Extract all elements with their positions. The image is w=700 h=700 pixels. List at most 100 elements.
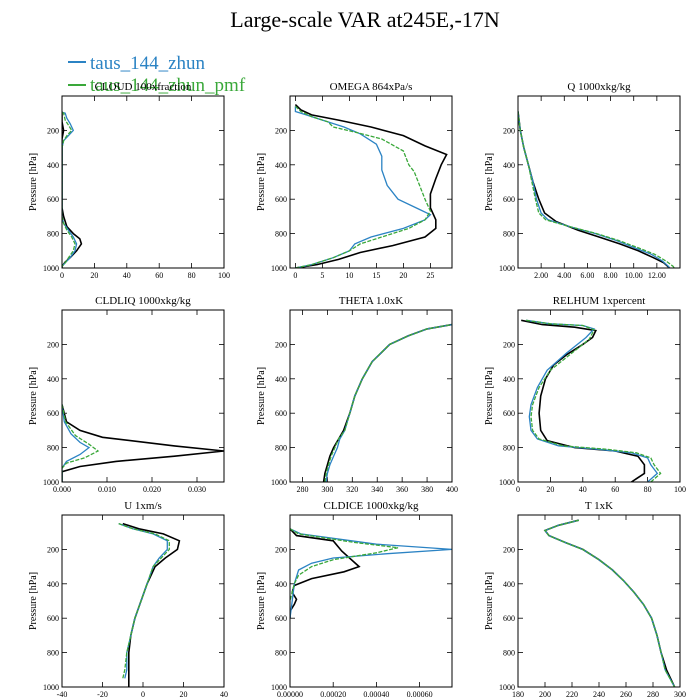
x-tick-label: 220 [566,690,578,699]
panel-title: CLOUD 100xfraction [95,81,192,93]
y-axis-label: Pressure [hPa] [484,153,495,211]
x-tick-label: 0.010 [98,485,116,494]
x-tick-label: 340 [371,485,383,494]
series-line-2 [118,522,170,679]
y-tick-label: 800 [47,230,59,239]
y-tick-label: 600 [275,195,287,204]
legend-label-2: taus_144_zhun_pmf [90,75,246,96]
x-tick-label: 8.00 [604,271,618,280]
panel-4: CLDLIQ 1000xkg/kg Pressure [hPa] 200 400 600… [28,295,225,494]
y-axis-label: Pressure [hPa] [484,572,495,630]
x-tick-label: 2.00 [534,271,548,280]
x-tick-label: 400 [446,485,458,494]
y-axis-label: Pressure [hPa] [256,367,267,425]
plot-frame [61,309,225,483]
x-tick-label: 0.00000 [277,690,303,699]
series-line-2 [290,528,399,602]
x-tick-label: 4.00 [557,271,571,280]
panel-title: CLDLIQ 1000xkg/kg [95,295,191,307]
x-tick-label: 10.00 [625,271,643,280]
y-tick-label: 200 [275,340,287,349]
y-tick-label: 400 [275,375,287,384]
x-tick-label: 40 [579,485,587,494]
y-tick-label: 800 [47,649,59,658]
y-tick-label: 200 [275,545,287,554]
y-tick-label: 1000 [271,264,287,273]
x-tick-label: 0 [293,271,297,280]
y-axis-label: Pressure [hPa] [28,153,39,211]
x-tick-label: 300 [674,690,686,699]
x-tick-label: 60 [611,485,619,494]
series-line-3 [543,519,676,687]
x-tick-label: 260 [620,690,632,699]
series-line-3 [62,404,224,482]
y-tick-label: 400 [503,375,515,384]
y-axis-label: Pressure [hPa] [28,367,39,425]
series-line-3 [521,319,646,482]
x-tick-label: -40 [57,690,68,699]
y-tick-label: 800 [503,230,515,239]
series-line-2 [62,111,76,268]
y-tick-label: 400 [503,580,515,589]
y-axis-label: Pressure [hPa] [28,572,39,630]
y-tick-label: 1000 [271,478,287,487]
series-line-3 [322,323,452,482]
legend-label-1: taus_144_zhun [90,53,206,74]
y-tick-label: 400 [275,161,287,170]
y-axis-label: Pressure [hPa] [256,572,267,630]
y-tick-label: 200 [47,126,59,135]
series-line-2 [62,404,100,482]
y-tick-label: 200 [47,340,59,349]
panel-title: U 1xm/s [124,500,162,512]
x-tick-label: 20 [546,485,554,494]
y-tick-label: 1000 [43,683,59,692]
series-line-2 [526,319,662,482]
series-line-3 [294,104,448,268]
y-tick-label: 600 [275,409,287,418]
plot-frame [61,95,225,269]
x-tick-label: 60 [155,271,163,280]
y-tick-label: 800 [275,444,287,453]
x-tick-label: 10 [345,271,353,280]
x-tick-label: 80 [188,271,196,280]
panel-8: CLDICE 1000xkg/kg Pressure [hPa] 200 400 600… [256,500,453,699]
y-tick-label: 200 [275,126,287,135]
series-line-1 [518,111,671,268]
x-tick-label: 100 [218,271,230,280]
y-tick-label: 200 [503,545,515,554]
series-line-3 [518,111,671,268]
y-tick-label: 600 [47,409,59,418]
y-tick-label: 800 [503,444,515,453]
series-line-1 [543,519,676,687]
x-tick-label: 0.00040 [363,690,389,699]
series-line-1 [325,323,452,482]
x-tick-label: 80 [644,485,652,494]
y-tick-label: 600 [47,614,59,623]
plot-frame [289,514,453,688]
series-line-1 [290,528,452,619]
panel-title: THETA 1.0xK [339,295,404,307]
x-tick-label: 180 [512,690,524,699]
y-tick-label: 800 [503,649,515,658]
x-tick-label: 280 [647,690,659,699]
y-tick-label: 1000 [43,264,59,273]
y-tick-label: 1000 [499,683,515,692]
y-tick-label: 400 [47,375,59,384]
series-line-3 [62,111,83,268]
x-tick-label: 5 [320,271,324,280]
x-tick-label: 0 [516,485,520,494]
x-tick-label: 20 [399,271,407,280]
plot-frame [61,514,225,688]
y-tick-label: 400 [503,161,515,170]
panel-title: CLDICE 1000xkg/kg [323,500,419,512]
x-tick-label: 25 [426,271,434,280]
series-line-2 [324,323,452,482]
x-tick-label: 0 [141,690,145,699]
series-line-1 [62,111,78,268]
y-tick-label: 600 [503,614,515,623]
y-tick-label: 1000 [43,478,59,487]
